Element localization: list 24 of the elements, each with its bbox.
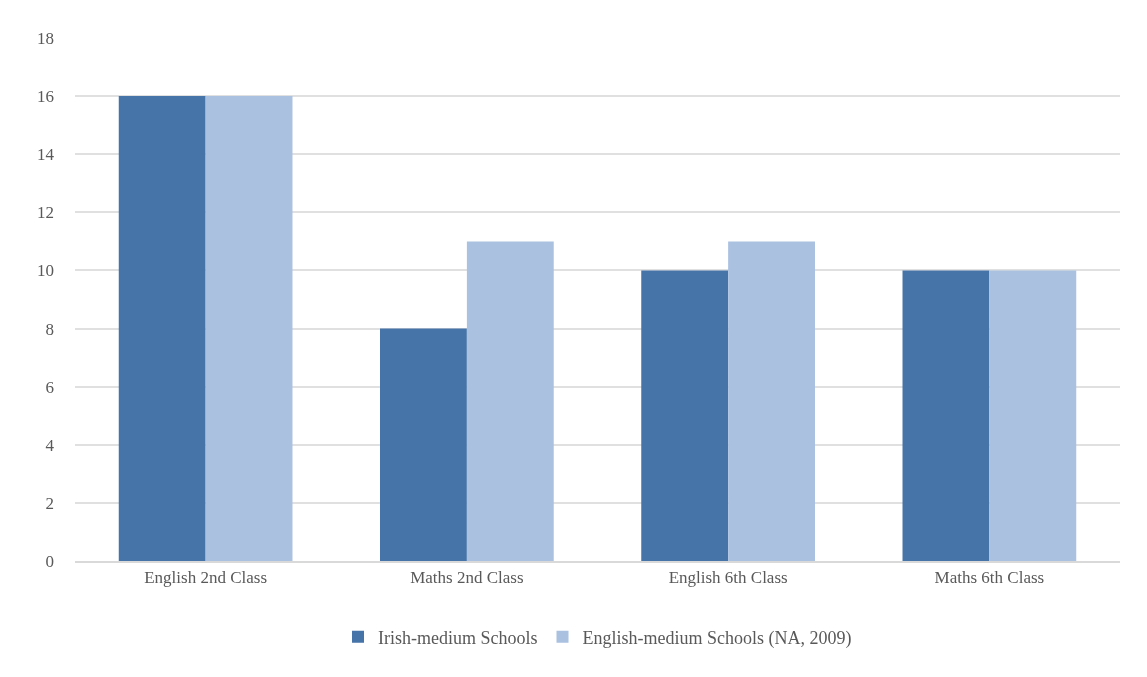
bar (989, 270, 1077, 561)
bar (466, 241, 554, 561)
x-tick-label: Maths 6th Class (934, 568, 1045, 588)
y-tick-label: 0 (45, 551, 54, 571)
y-tick-label: 16 (37, 87, 54, 107)
y-tick-label: 10 (37, 261, 54, 281)
y-tick-label: 12 (37, 203, 54, 223)
bar (902, 270, 990, 561)
y-tick-label: 18 (37, 28, 54, 48)
x-tick-label: English 2nd Class (144, 568, 268, 588)
x-tick-label: Maths 2nd Class (410, 568, 524, 588)
y-tick-label: 8 (45, 319, 54, 339)
y-tick-label: 6 (45, 377, 54, 397)
y-tick-label: 2 (45, 493, 54, 513)
bar (205, 96, 293, 561)
legend-label: English-medium Schools (NA, 2009) (582, 627, 852, 649)
y-tick-label: 14 (37, 145, 55, 165)
bar (641, 270, 729, 561)
bar (728, 241, 815, 561)
bar (118, 96, 206, 561)
x-tick-label: English 6th Class (668, 568, 788, 588)
legend-label: Irish-medium Schools (378, 627, 538, 648)
y-tick-label: 4 (45, 435, 55, 455)
bar (380, 328, 467, 561)
